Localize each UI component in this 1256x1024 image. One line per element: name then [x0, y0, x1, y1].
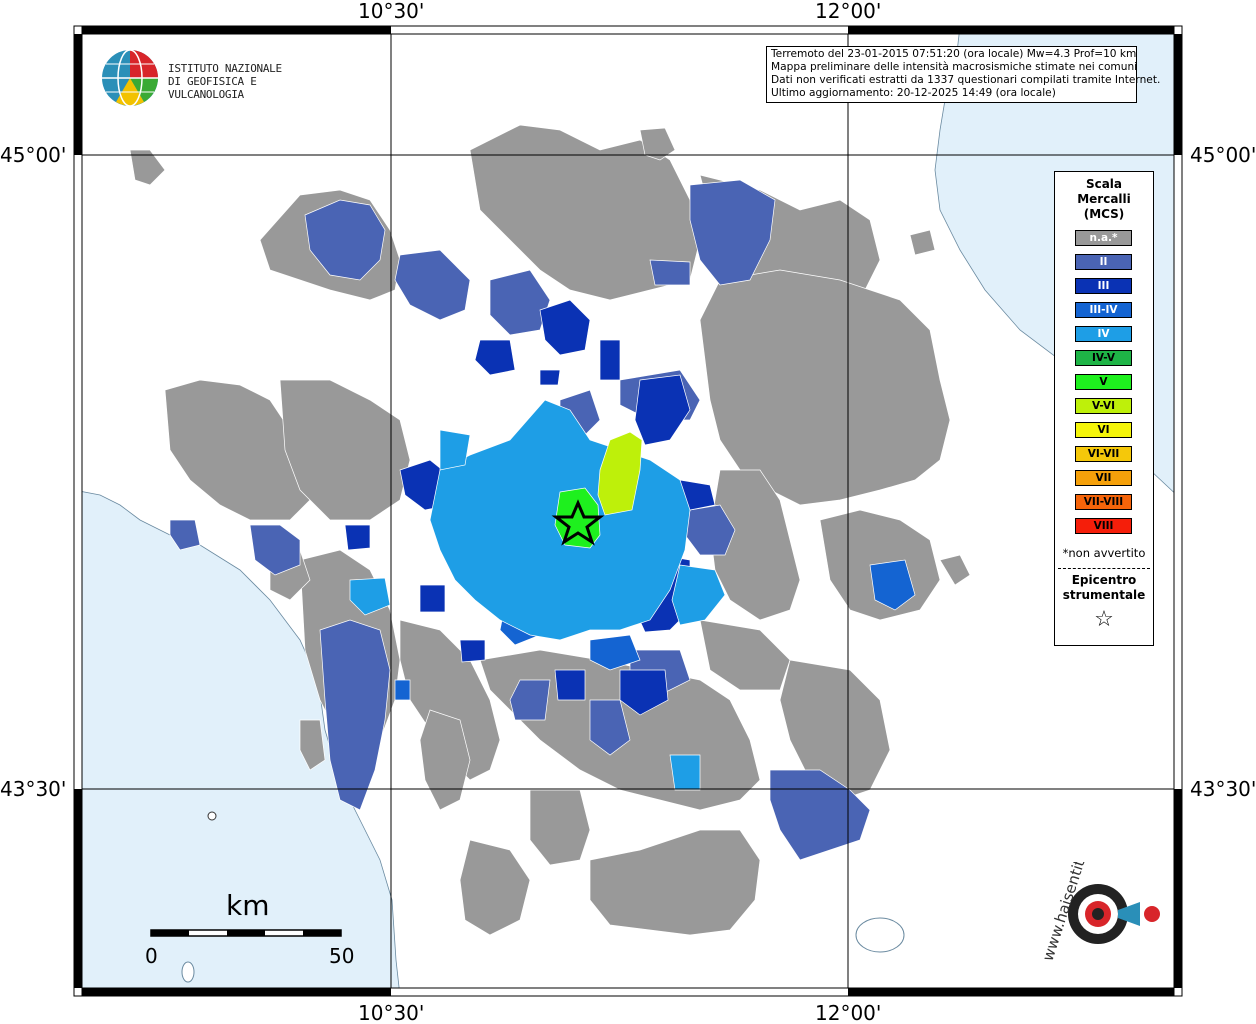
legend-swatch-iv: IV [1075, 326, 1132, 342]
graticule [74, 26, 1182, 996]
legend-separator [1058, 568, 1150, 569]
legend-swatch-vivii: VI-VII [1075, 446, 1132, 462]
info-line-4: Ultimo aggiornamento: 20-12-2025 14:49 (… [771, 87, 1056, 99]
scale-bar-end: 50 [329, 944, 355, 968]
epicenter-star [551, 499, 605, 546]
island-giglio [855, 917, 905, 953]
legend-title: Scala Mercalli (MCS) [1055, 177, 1153, 222]
legend-title-line-3: (MCS) [1083, 207, 1125, 221]
info-line-2: Mappa preliminare delle intensità macros… [771, 61, 1138, 73]
legend-title-line-1: Scala [1085, 177, 1123, 191]
lat-label-right-1: 45°00' [1190, 143, 1256, 167]
event-info-box: Terremoto del 23-01-2015 07:51:20 (ora l… [766, 46, 1161, 103]
info-line-1: Terremoto del 23-01-2015 07:51:20 (ora l… [771, 48, 1137, 60]
legend-swatch-vvi: V-VI [1075, 398, 1132, 414]
legend-title-line-2: Mercalli [1077, 192, 1131, 206]
legend-epicenter-label: Epicentro strumentale [1055, 573, 1153, 603]
legend-swatch-viiviii: VII-VIII [1075, 494, 1132, 510]
legend-epicenter-line-2: strumentale [1062, 588, 1146, 602]
region-intensity-III [344, 299, 716, 716]
mcs-legend: Scala Mercalli (MCS) n.a.* II III III-IV IV I… [1054, 171, 1154, 646]
lat-label-left-1: 45°00' [0, 143, 66, 167]
legend-swatch-na: n.a.* [1075, 230, 1132, 246]
lon-label-bottom-1: 10°30' [358, 1001, 424, 1024]
lon-label-top-1: 10°30' [358, 0, 424, 23]
scale-bar-unit: km [226, 889, 270, 922]
info-line-3: Dati non verificati estratti da 1337 que… [771, 74, 1161, 86]
legend-swatch-vi: VI [1075, 422, 1132, 438]
legend-swatch-iii: III [1075, 278, 1132, 294]
map-frame [73, 25, 1183, 997]
region-intensity-V-VI [597, 431, 643, 516]
legend-swatch-viii: VIII [1075, 518, 1132, 534]
haisentito-logo: www.haisentitoilterremoto.it [1039, 862, 1160, 963]
globe-icon [102, 49, 158, 107]
island-capraia [181, 961, 195, 983]
lat-label-left-2: 43°30' [0, 777, 66, 801]
scale-bar [150, 929, 342, 937]
lon-label-top-2: 12°00' [815, 0, 881, 23]
lat-label-right-2: 43°30' [1190, 777, 1256, 801]
island-gorgona [207, 811, 217, 821]
legend-swatch-v: V [1075, 374, 1132, 390]
ingv-logo: ISTITUTO NAZIONALE DI GEOFISICA E VULCAN… [100, 48, 330, 110]
legend-swatch-vii: VII [1075, 470, 1132, 486]
logo-line-1: ISTITUTO NAZIONALE [168, 62, 282, 75]
legend-epicenter-line-1: Epicentro [1071, 573, 1137, 587]
scale-bar-start: 0 [145, 944, 158, 968]
legend-swatch-iiiiv: III-IV [1075, 302, 1132, 318]
legend-swatch-ii: II [1075, 254, 1132, 270]
legend-star-icon: ☆ [1094, 607, 1114, 632]
legend-note: *non avvertito [1062, 546, 1146, 560]
logo-line-2: DI GEOFISICA E VULCANOLOGIA [168, 75, 257, 101]
lon-label-bottom-2: 12°00' [815, 1001, 881, 1024]
legend-swatch-ivv: IV-V [1075, 350, 1132, 366]
